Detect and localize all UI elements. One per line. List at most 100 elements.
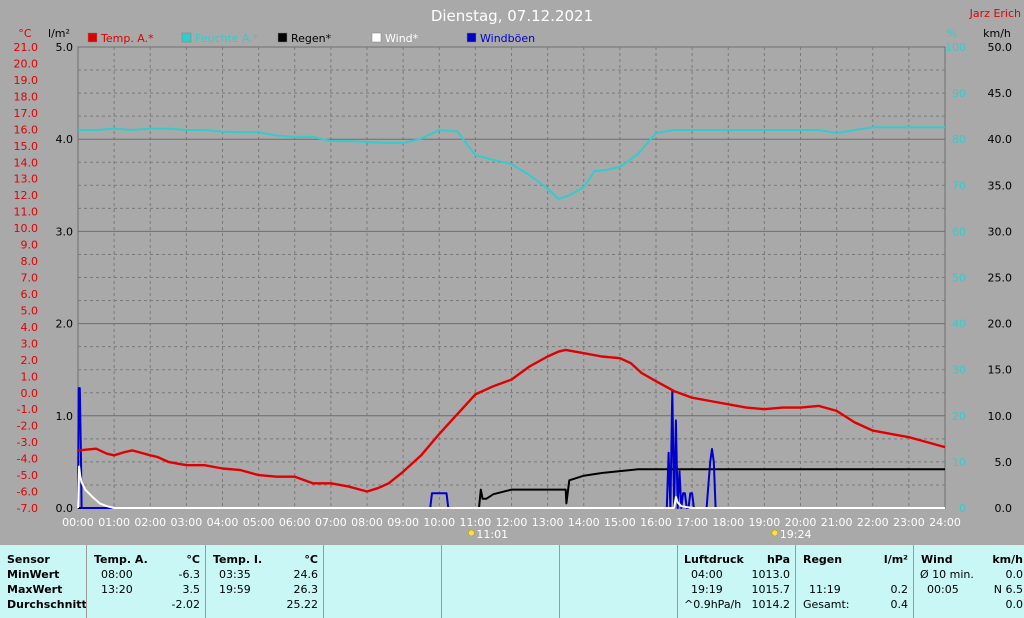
temp-a-title: Temp. A. <box>94 553 148 566</box>
temp-tick-label: -3.0 <box>17 436 38 449</box>
humidity-axis-unit: % <box>947 27 957 40</box>
temp-tick-label: 2.0 <box>21 354 39 367</box>
temp-i-min-time: 03:35 <box>219 568 251 581</box>
wind-axis-unit: km/h <box>983 27 1011 40</box>
sun-icon <box>771 529 779 537</box>
sensor-row-avg: Durchschnitt <box>7 598 87 611</box>
temp-tick-label: 0.0 <box>21 387 39 400</box>
station-name: Jarz Erich <box>969 7 1021 20</box>
wind-avg-value: 0.0 <box>1005 568 1024 581</box>
temp-tick-label: -2.0 <box>17 420 38 433</box>
legend-label: Feuchte A.* <box>195 32 259 45</box>
sensor-title: Sensor <box>7 553 50 566</box>
temp-a-min-value: -6.3 <box>178 568 200 581</box>
x-tick-label: 10:00 <box>423 516 455 529</box>
temp-tick-label: -1.0 <box>17 403 38 416</box>
humidity-tick-label: 90 <box>952 87 966 100</box>
temp-tick-label: 9.0 <box>21 239 39 252</box>
regen-total-label: Gesamt: <box>803 598 850 611</box>
temp-tick-label: 10.0 <box>14 222 39 235</box>
rain-tick-label: 1.0 <box>56 410 74 423</box>
rain-axis-unit: l/m² <box>48 27 70 40</box>
x-tick-label: 04:00 <box>207 516 239 529</box>
temp-tick-label: 7.0 <box>21 272 39 285</box>
wind-max-time: 00:05 <box>927 583 959 596</box>
wind-tick-label: 25.0 <box>988 272 1013 285</box>
regen-unit: l/m² <box>883 553 908 566</box>
stats-col-regen: Regen l/m² 11:19 Gesamt: 0.2 0.4 <box>795 545 914 618</box>
temp-tick-label: 6.0 <box>21 288 39 301</box>
rain-tick-label: 0.0 <box>56 502 74 515</box>
humidity-tick-label: 60 <box>952 225 966 238</box>
rain-tick-label: 3.0 <box>56 225 74 238</box>
legend-label: Temp. A.* <box>100 32 154 45</box>
temp-i-title: Temp. I. <box>213 553 263 566</box>
x-tick-label: 11:00 <box>460 516 492 529</box>
series-line-wind <box>77 465 945 509</box>
wind-unit: km/h <box>992 553 1023 566</box>
x-tick-label: 01:00 <box>98 516 130 529</box>
series-lines <box>77 126 946 509</box>
stats-panel: Sensor MinWert MaxWert Durchschnitt Temp… <box>0 545 1024 618</box>
sun-marker-label: 11:01 <box>476 528 508 541</box>
temp-i-unit: °C <box>304 553 318 566</box>
rain-tick-label: 5.0 <box>56 41 74 54</box>
temp-tick-label: -5.0 <box>17 469 38 482</box>
temp-tick-label: -7.0 <box>17 502 38 515</box>
x-tick-label: 24:00 <box>929 516 961 529</box>
temp-axis-unit: °C <box>18 27 32 40</box>
temp-i-avg-value: 25.22 <box>286 598 319 611</box>
temp-tick-label: 5.0 <box>21 304 39 317</box>
legend-label: Windböen <box>480 32 535 45</box>
sun-markers: 11:01 19:24 <box>468 528 812 541</box>
temp-a-unit: °C <box>186 553 200 566</box>
temp-a-max-time: 13:20 <box>101 583 133 596</box>
temp-tick-label: 1.0 <box>21 370 39 383</box>
x-tick-label: 12:00 <box>496 516 528 529</box>
humidity-tick-label: 100 <box>945 41 966 54</box>
x-tick-label: 20:00 <box>785 516 817 529</box>
legend-label: Regen* <box>291 32 332 45</box>
wind-tick-label: 5.0 <box>995 456 1013 469</box>
regen-title: Regen <box>803 553 843 566</box>
stats-col-empty-2 <box>441 545 560 618</box>
luftdruck-max-value: 1015.7 <box>751 583 791 596</box>
humidity-tick-label: 70 <box>952 179 966 192</box>
luftdruck-max-time: 19:19 <box>691 583 723 596</box>
humidity-tick-label: 30 <box>952 364 966 377</box>
wind-tick-label: 20.0 <box>988 318 1013 331</box>
x-tick-label: 17:00 <box>676 516 708 529</box>
x-tick-label: 09:00 <box>387 516 419 529</box>
series-line-feuchte-a <box>78 126 945 201</box>
stats-col-sensor: Sensor MinWert MaxWert Durchschnitt <box>0 545 87 618</box>
luftdruck-unit: hPa <box>766 553 790 566</box>
axes: 21.0 20.0 19.0 18.0 17.0 16.0 15.0 14.0 13.0 12.0… <box>14 41 1013 529</box>
legend-swatch <box>466 32 477 43</box>
luftdruck-title: Luftdruck <box>684 553 744 566</box>
temp-i-max-time: 19:59 <box>219 583 251 596</box>
humidity-tick-label: 0 <box>959 502 966 515</box>
sensor-row-min: MinWert <box>7 568 60 581</box>
wind-third-value: 0.0 <box>1005 598 1024 611</box>
temp-tick-label: 14.0 <box>14 156 39 169</box>
luftdruck-avg-value: 1014.2 <box>751 598 791 611</box>
humidity-tick-label: 40 <box>952 318 966 331</box>
temp-a-min-time: 08:00 <box>101 568 133 581</box>
temp-tick-label: 18.0 <box>14 90 39 103</box>
legend-swatch <box>277 32 288 43</box>
wind-max-value: N 6.5 <box>993 583 1023 596</box>
x-tick-label: 05:00 <box>243 516 275 529</box>
x-tick-label: 21:00 <box>821 516 853 529</box>
rain-tick-label: 2.0 <box>56 318 74 331</box>
sun-marker-label: 19:24 <box>780 528 812 541</box>
wind-tick-label: 0.0 <box>995 502 1013 515</box>
humidity-tick-label: 80 <box>952 133 966 146</box>
temp-tick-label: 19.0 <box>14 74 39 87</box>
x-tick-label: 15:00 <box>604 516 636 529</box>
x-tick-label: 18:00 <box>712 516 744 529</box>
humidity-tick-label: 10 <box>952 456 966 469</box>
luftdruck-trend: ^0.9hPa/h <box>684 598 742 611</box>
x-tick-label: 22:00 <box>857 516 889 529</box>
x-tick-label: 06:00 <box>279 516 311 529</box>
wind-tick-label: 15.0 <box>988 364 1013 377</box>
